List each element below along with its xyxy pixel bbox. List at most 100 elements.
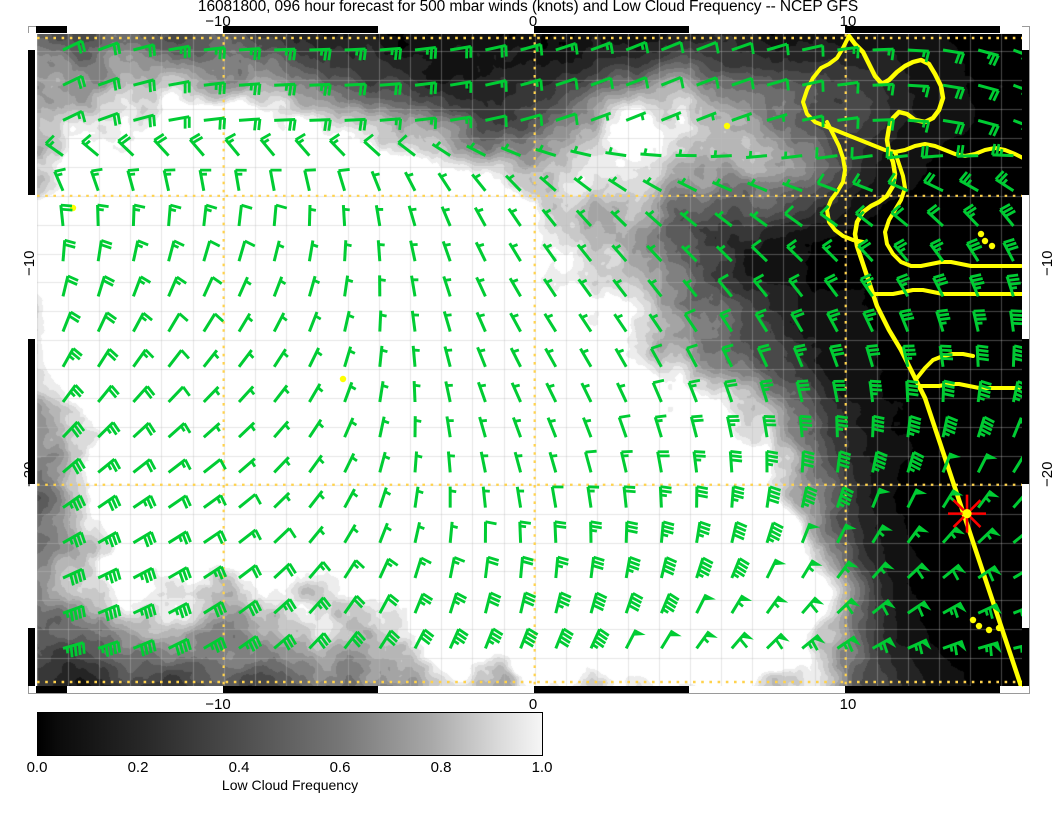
wind-barb [519,591,537,614]
wind-barb [268,168,282,192]
wind-barb [976,379,992,403]
barb-shaft [828,346,839,368]
barb-full [485,520,497,526]
barb-shaft [442,311,452,333]
wind-barb [965,237,983,263]
barb-shaft [992,153,1014,158]
barb-shaft [541,208,557,227]
barb-shaft [328,139,346,157]
wind-barb [730,594,753,614]
wind-barb [624,556,641,579]
barb-shaft [132,458,151,474]
barb-half [350,420,358,427]
barb-full [292,84,297,96]
barb-half [140,315,148,322]
wind-barb [589,591,608,614]
barb-full [626,528,638,534]
wind-barb [508,277,522,298]
barb-pennant [919,601,932,611]
wind-barb [721,343,734,368]
barb-full [793,343,806,349]
wind-barb [975,344,990,367]
barb-full [1013,344,1023,350]
barb-full [487,555,500,562]
barb-shaft [835,416,839,438]
barb-half [781,115,786,122]
wind-barb [730,557,750,579]
barb-half [443,207,450,212]
barb-half [419,560,427,566]
barb-shaft [504,174,522,192]
barb-full [988,88,996,101]
barb-full [385,636,396,647]
barb-half [319,564,326,571]
wind-barb [695,556,714,579]
barb-full [632,592,644,600]
barb-full [737,561,749,570]
barb-half [645,176,652,184]
tick-segment [533,686,690,693]
barb-full [951,569,960,581]
barb-full [220,566,228,578]
barb-full [909,419,921,426]
barb-full [660,485,672,490]
barb-full [44,134,55,145]
wind-barb [409,240,418,262]
barb-shaft [790,312,804,333]
barb-full [288,527,297,539]
barb-full [390,629,401,640]
barb-full [992,54,1000,67]
barb-full [978,392,991,399]
wind-barb [198,168,212,192]
wind-barb [343,417,358,438]
tick-segment [844,686,1001,693]
wind-barb [651,378,665,403]
barb-shaft [977,48,999,57]
barb-half [169,207,177,213]
barb-shaft [378,345,384,367]
barb-shaft [307,275,317,297]
barb-shaft [624,557,632,579]
barb-full [732,489,745,496]
barb-full [304,168,316,172]
barb-shaft [1013,644,1023,650]
barb-full [143,643,149,655]
barb-shaft [730,631,747,650]
barb-half [943,431,951,437]
barb-full [112,606,118,619]
barb-half [583,383,590,389]
barb-half [474,173,481,179]
barb-full [850,147,854,159]
wind-barb [97,603,122,622]
wind-barb [871,524,893,544]
barb-shaft [61,311,73,333]
barb-full [116,604,122,617]
barb-full [181,497,189,509]
barb-pennant [845,561,859,568]
barb-shaft [308,632,326,650]
barb-full [145,461,154,473]
wind-barb [309,118,332,132]
wind-barb [644,209,663,228]
barb-full [146,569,153,582]
barb-shaft [404,171,417,192]
wind-barb [62,567,87,586]
barb-shaft [926,210,945,228]
barb-shaft [646,244,663,263]
barb-full [971,277,983,283]
barb-shaft [862,312,874,333]
barb-full [980,379,992,386]
wind-barb [132,566,157,584]
barb-full [785,43,790,56]
barb-shaft [309,82,331,87]
barb-full [981,423,993,432]
barb-shaft [309,118,331,122]
barb-shaft [723,381,734,403]
barb-shaft [800,451,805,473]
station-marker[interactable] [948,494,987,533]
wind-barb [449,45,473,59]
barb-shaft [625,76,647,87]
barb-full [939,316,951,321]
barb-full [881,604,889,616]
barb-full [169,203,182,210]
